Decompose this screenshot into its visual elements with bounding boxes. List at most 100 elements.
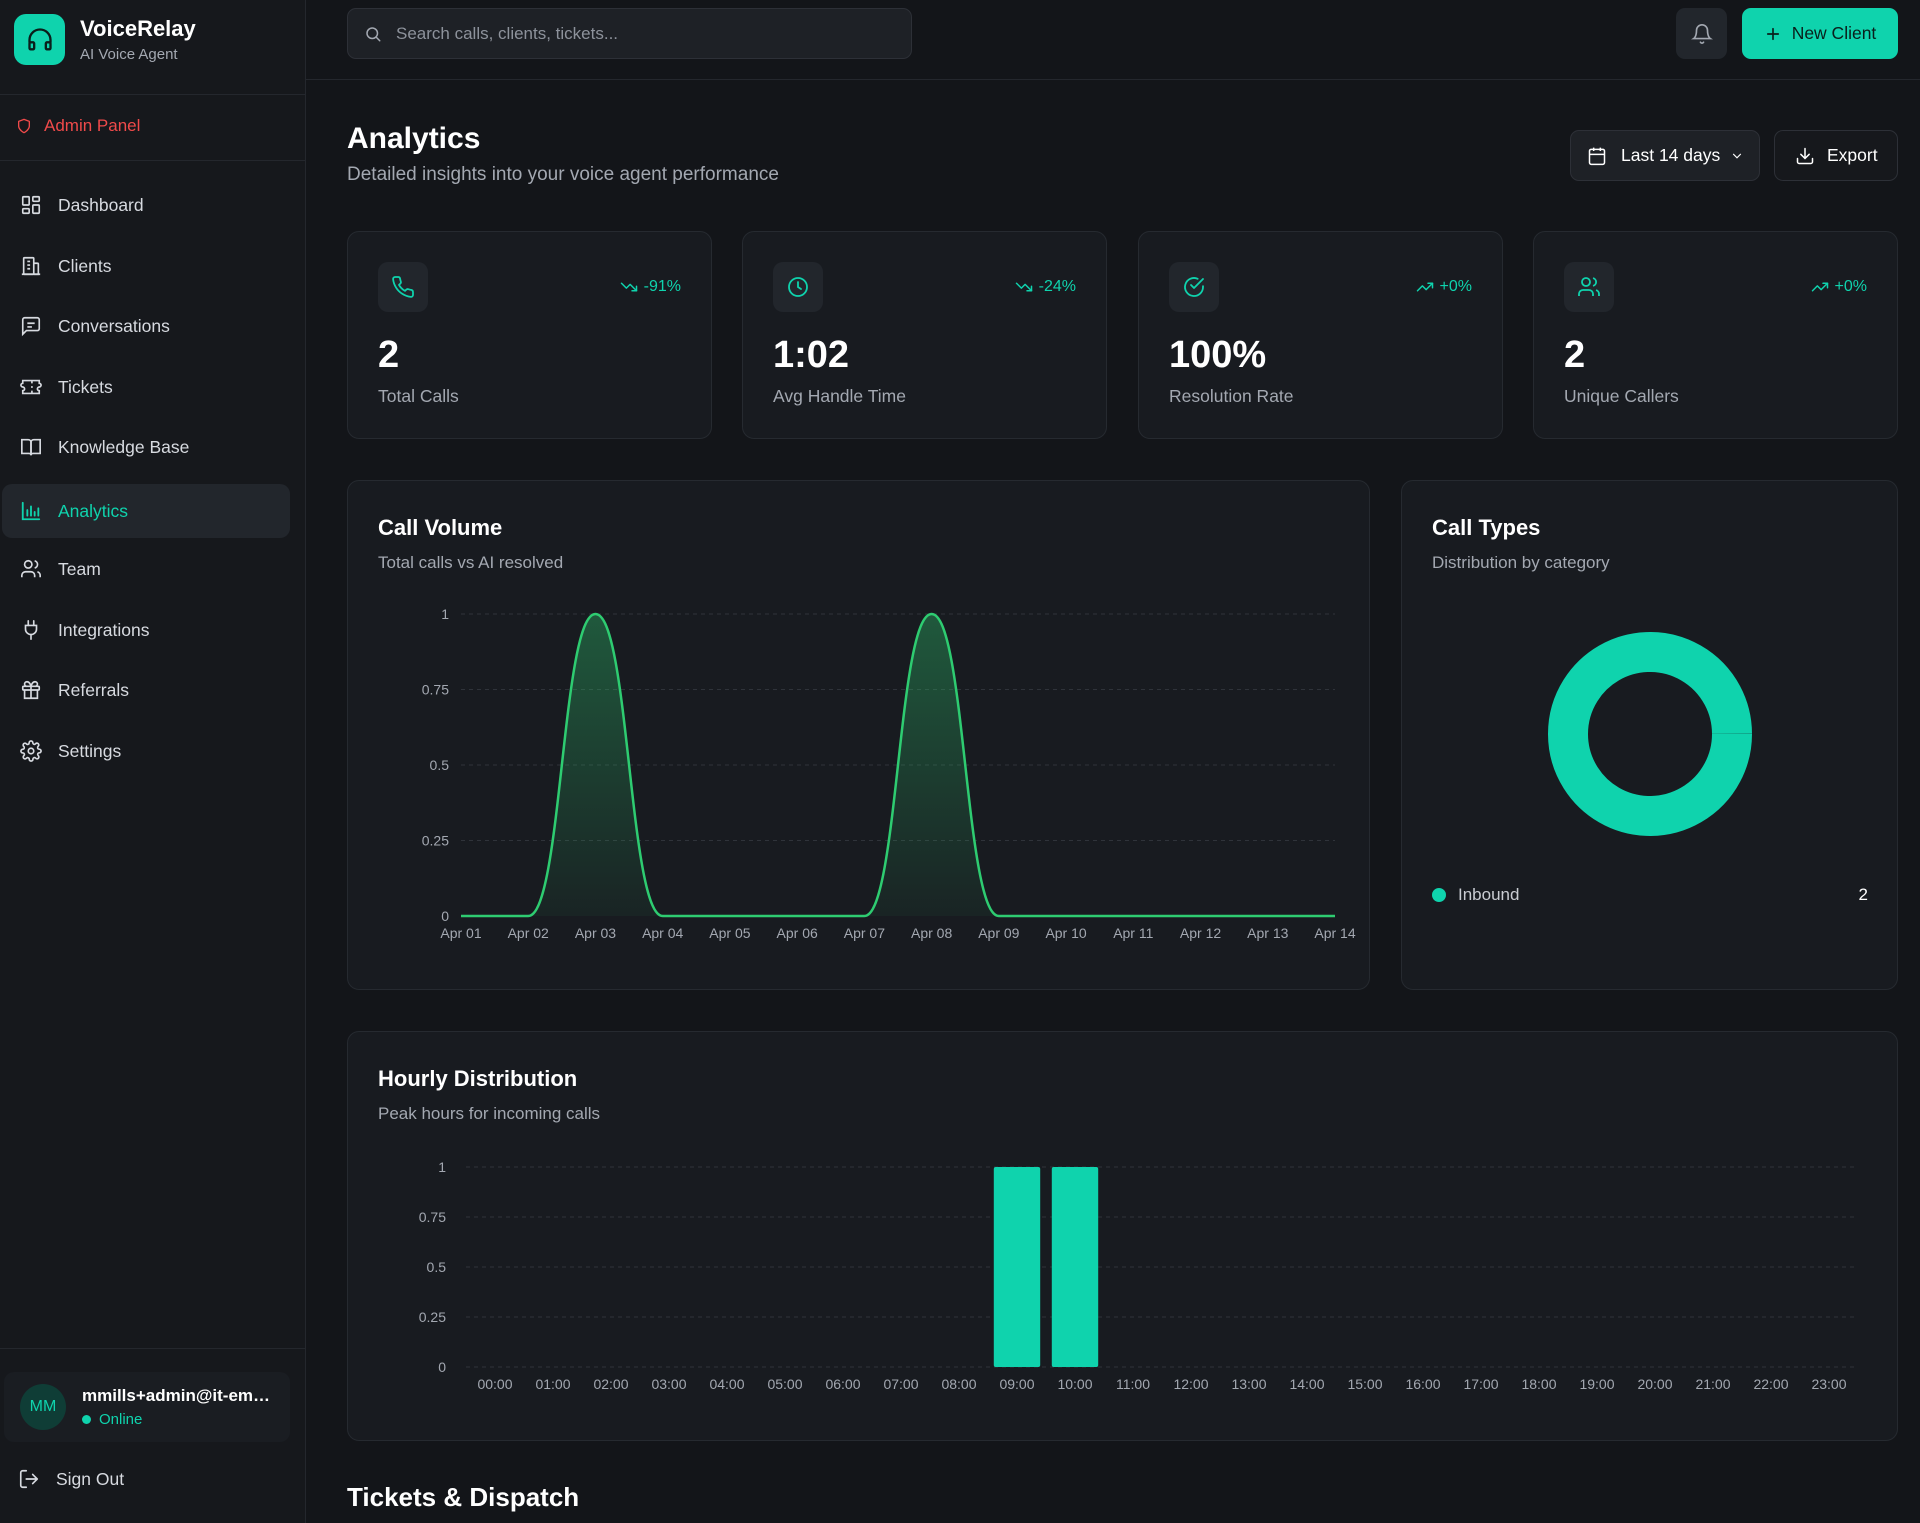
card-subtitle: Distribution by category [1432,553,1610,572]
sidebar-item-label: Clients [58,255,112,276]
call-volume-chart: 0 0.25 0.5 0.75 1 Apr 01 Apr 02 Apr 03 Apr 04 Apr… [422,606,1356,941]
sidebar-item-team[interactable]: Team [2,542,290,596]
x-tick-label: Apr 05 [709,925,750,941]
gift-icon [21,680,41,700]
sidebar-item-integrations[interactable]: Integrations [2,603,290,657]
book-icon [21,438,41,456]
y-tick-label: 0 [438,1359,446,1375]
notifications-button[interactable] [1676,8,1727,59]
x-tick-label: Apr 10 [1045,925,1086,941]
stat-value: 2 [1564,334,1586,376]
search-box[interactable] [347,8,912,59]
plus-icon [1766,27,1779,40]
x-tick-label: Apr 04 [642,925,683,941]
sidebar-item-label: Analytics [58,500,129,521]
trend-badge: +0% [1416,278,1472,296]
trend-value: -24% [1038,278,1076,295]
search-input[interactable] [396,23,896,44]
x-tick-label: 13:00 [1231,1376,1266,1392]
sidebar-item-analytics[interactable]: Analytics [2,484,290,538]
stat-label: Total Calls [378,386,459,406]
trend-badge: -91% [620,278,681,296]
bar-chart-icon [21,501,41,521]
card-title: Call Types [1432,515,1541,540]
sidebar-item-tickets[interactable]: Tickets [2,360,290,414]
sidebar-item-settings[interactable]: Settings [2,724,290,778]
user-card[interactable]: MM mmills+admin@it-em… Online [4,1372,290,1442]
x-tick-label: 06:00 [825,1376,860,1392]
call-volume-card: Call Volume Total calls vs AI resolved 0… [347,480,1370,990]
sidebar-item-knowledge-base[interactable]: Knowledge Base [2,420,290,474]
stat-card-total-calls: -91% 2 Total Calls [347,231,712,439]
admin-panel-label: Admin Panel [44,116,141,135]
hourly-distribution-card: Hourly Distribution Peak hours for incom… [347,1031,1898,1441]
x-tick-label: Apr 12 [1180,925,1221,941]
sidebar-item-label: Integrations [58,619,150,640]
x-tick-label: 11:00 [1116,1376,1150,1392]
legend-count: 2 [1858,885,1868,904]
bar [993,1167,1041,1367]
x-tick-label: 02:00 [593,1376,628,1392]
ticket-icon [20,379,42,395]
x-tick-label: 12:00 [1173,1376,1208,1392]
status-badge: Online [82,1411,272,1428]
y-tick-label: 0.75 [419,1209,446,1225]
y-tick-label: 1 [441,606,449,622]
y-tick-label: 0.5 [430,757,450,773]
x-tick-label: 23:00 [1811,1376,1846,1392]
sidebar-item-conversations[interactable]: Conversations [2,299,290,353]
divider [0,94,305,95]
sidebar-item-label: Referrals [58,679,129,700]
x-tick-label: Apr 02 [508,925,549,941]
pie-slice [1548,631,1752,836]
sidebar: VoiceRelay AI Voice Agent Admin Panel Da… [0,0,306,1523]
date-range-select[interactable]: Last 14 days [1570,130,1760,181]
bar [1051,1167,1099,1367]
status-label: Online [99,1411,143,1428]
stat-card-avg-handle-time: -24% 1:02 Avg Handle Time [742,231,1107,439]
sidebar-item-clients[interactable]: Clients [2,239,290,293]
x-tick-label: Apr 08 [911,925,952,941]
y-tick-label: 0 [441,908,449,924]
shield-icon [18,118,30,134]
y-tick-label: 0.75 [422,682,449,698]
sidebar-item-label: Knowledge Base [58,436,190,457]
stat-label: Unique Callers [1564,386,1679,406]
stat-card-resolution-rate: +0% 100% Resolution Rate [1138,231,1503,439]
x-tick-label: 03:00 [651,1376,686,1392]
trend-value: -91% [643,278,681,295]
clock-icon [773,262,823,312]
avatar: MM [20,1384,66,1430]
stat-value: 2 [378,334,400,376]
new-client-label: New Client [1791,23,1877,43]
sidebar-item-referrals[interactable]: Referrals [2,663,290,717]
export-button[interactable]: Export [1774,130,1898,181]
x-tick-label: 07:00 [883,1376,918,1392]
sidebar-item-dashboard[interactable]: Dashboard [2,178,290,232]
user-email: mmills+admin@it-em… [82,1386,271,1405]
export-label: Export [1827,145,1878,165]
legend-label: Inbound [1458,885,1520,904]
x-tick-label: 14:00 [1289,1376,1324,1392]
brand[interactable]: VoiceRelay AI Voice Agent [14,14,196,65]
trend-value: +0% [1439,278,1472,295]
x-tick-label: 05:00 [767,1376,802,1392]
call-types-card: Call Types Distribution by category Inbo… [1401,480,1898,990]
new-client-button[interactable]: New Client [1742,8,1898,59]
brand-name: VoiceRelay [80,16,196,41]
trending-up-icon [1811,282,1828,292]
admin-panel-link[interactable]: Admin Panel [16,116,140,136]
stat-label: Resolution Rate [1169,386,1294,406]
sign-out-button[interactable]: Sign Out [18,1468,124,1490]
x-tick-label: Apr 11 [1113,925,1153,941]
x-tick-label: 15:00 [1347,1376,1382,1392]
page-subtitle: Detailed insights into your voice agent … [347,164,779,185]
sidebar-item-label: Tickets [58,376,113,397]
x-tick-label: Apr 09 [978,925,1019,941]
brand-subtitle: AI Voice Agent [80,46,178,63]
x-tick-label: 22:00 [1753,1376,1788,1392]
dashboard-icon [21,195,41,215]
x-tick-label: 19:00 [1579,1376,1614,1392]
logout-icon [19,1469,39,1489]
check-circle-icon [1169,262,1219,312]
